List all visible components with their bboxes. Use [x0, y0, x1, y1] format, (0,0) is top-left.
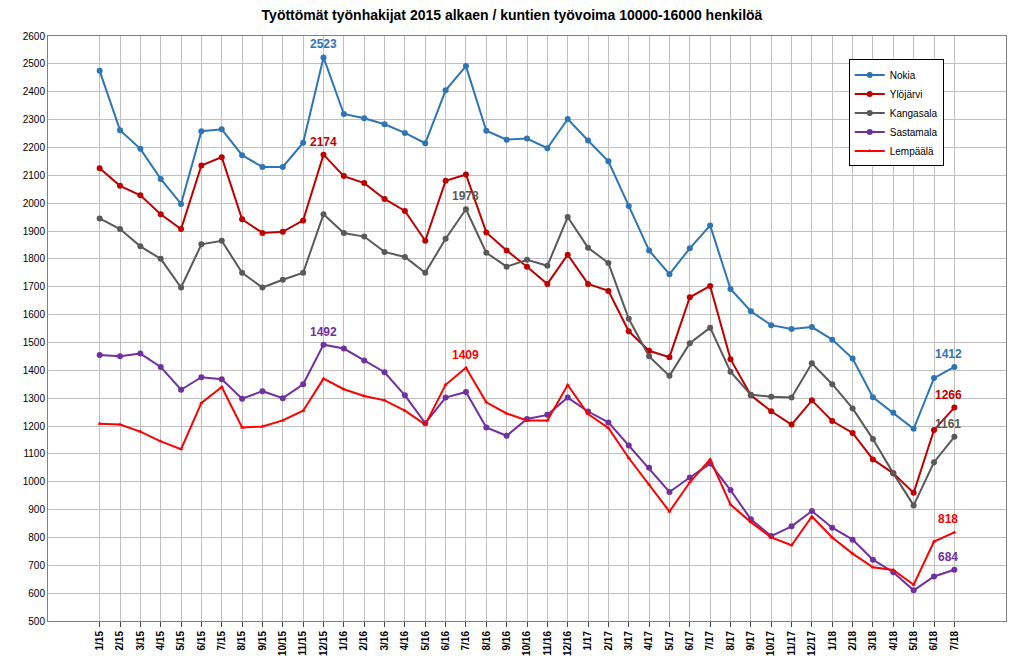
svg-text:1200: 1200	[23, 421, 46, 432]
svg-text:2/16: 2/16	[358, 631, 369, 651]
svg-text:Ylöjärvi: Ylöjärvi	[890, 89, 923, 100]
svg-text:7/15: 7/15	[216, 631, 227, 651]
svg-text:1300: 1300	[23, 393, 46, 404]
svg-text:2100: 2100	[23, 170, 46, 181]
svg-text:4/16: 4/16	[399, 631, 410, 651]
svg-text:9/17: 9/17	[745, 631, 756, 651]
svg-text:2300: 2300	[23, 114, 46, 125]
svg-text:1800: 1800	[23, 253, 46, 264]
svg-text:9/15: 9/15	[257, 631, 268, 651]
svg-text:1100: 1100	[23, 448, 45, 459]
svg-text:5/18: 5/18	[908, 631, 919, 651]
svg-text:7/16: 7/16	[460, 631, 471, 651]
svg-text:2/18: 2/18	[847, 631, 858, 651]
svg-text:7/18: 7/18	[949, 631, 960, 651]
svg-text:6/16: 6/16	[440, 631, 451, 651]
svg-text:Työttömät työnhakijat 2015 alk: Työttömät työnhakijat 2015 alkaen / kunt…	[262, 7, 763, 23]
svg-text:2500: 2500	[23, 58, 46, 69]
svg-text:500: 500	[28, 616, 45, 627]
svg-text:900: 900	[28, 504, 45, 515]
svg-text:1500: 1500	[23, 337, 46, 348]
svg-text:6/15: 6/15	[196, 631, 207, 651]
svg-text:9/16: 9/16	[501, 631, 512, 651]
svg-text:3/15: 3/15	[135, 631, 146, 651]
svg-text:2000: 2000	[23, 198, 46, 209]
svg-text:10/15: 10/15	[277, 631, 288, 656]
svg-text:2400: 2400	[23, 86, 46, 97]
svg-text:1266: 1266	[935, 388, 962, 402]
svg-text:7/17: 7/17	[704, 631, 715, 651]
svg-text:11/16: 11/16	[542, 631, 553, 656]
svg-text:4/17: 4/17	[643, 631, 654, 651]
svg-text:2/15: 2/15	[114, 631, 125, 651]
svg-text:4/18: 4/18	[888, 631, 899, 651]
svg-text:10/17: 10/17	[765, 631, 776, 656]
svg-text:11/15: 11/15	[297, 631, 308, 656]
svg-text:2523: 2523	[310, 37, 337, 51]
svg-text:Nokia: Nokia	[890, 70, 916, 81]
svg-text:1700: 1700	[23, 281, 46, 292]
svg-text:1400: 1400	[23, 365, 46, 376]
svg-text:6/18: 6/18	[928, 631, 939, 651]
svg-text:2600: 2600	[23, 31, 46, 42]
svg-text:800: 800	[28, 532, 45, 543]
svg-text:5/17: 5/17	[664, 631, 675, 651]
svg-text:1/18: 1/18	[827, 631, 838, 651]
svg-text:5/15: 5/15	[175, 631, 186, 651]
svg-text:3/17: 3/17	[623, 631, 634, 651]
svg-text:1900: 1900	[23, 226, 46, 237]
svg-text:11/17: 11/17	[786, 631, 797, 656]
svg-text:1600: 1600	[23, 309, 46, 320]
svg-text:600: 600	[28, 588, 45, 599]
svg-text:Lempäälä: Lempäälä	[890, 146, 934, 157]
svg-text:8/17: 8/17	[725, 631, 736, 651]
svg-text:1978: 1978	[452, 189, 479, 203]
svg-text:3/16: 3/16	[379, 631, 390, 651]
svg-text:8/16: 8/16	[481, 631, 492, 651]
svg-text:1000: 1000	[23, 476, 46, 487]
svg-text:Sastamala: Sastamala	[890, 127, 938, 138]
svg-text:2200: 2200	[23, 142, 46, 153]
svg-text:8/15: 8/15	[236, 631, 247, 651]
svg-text:Kangasala: Kangasala	[890, 108, 938, 119]
svg-text:700: 700	[28, 560, 45, 571]
svg-text:6/17: 6/17	[684, 631, 695, 651]
svg-text:4/15: 4/15	[155, 631, 166, 651]
svg-text:818: 818	[938, 512, 958, 526]
svg-text:5/16: 5/16	[420, 631, 431, 651]
svg-text:1409: 1409	[452, 348, 479, 362]
svg-text:1492: 1492	[310, 325, 337, 339]
svg-text:12/15: 12/15	[318, 631, 329, 656]
svg-text:1412: 1412	[935, 347, 962, 361]
svg-text:1/15: 1/15	[94, 631, 105, 651]
svg-text:12/17: 12/17	[806, 631, 817, 656]
svg-text:2174: 2174	[310, 135, 337, 149]
svg-text:1/16: 1/16	[338, 631, 349, 651]
svg-text:10/16: 10/16	[521, 631, 532, 656]
svg-text:3/18: 3/18	[867, 631, 878, 651]
svg-text:1161: 1161	[935, 417, 961, 431]
svg-text:2/17: 2/17	[603, 631, 614, 651]
svg-text:12/16: 12/16	[562, 631, 573, 656]
svg-text:1/17: 1/17	[582, 631, 593, 651]
svg-text:684: 684	[938, 550, 958, 564]
